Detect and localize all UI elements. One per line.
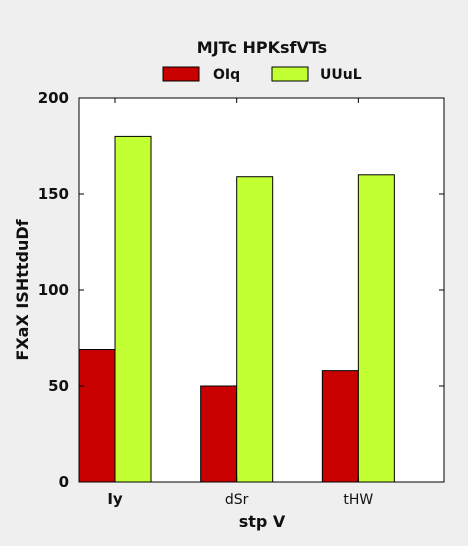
x-tick-label: dSr	[225, 492, 249, 508]
x-axis-title: stp V	[239, 512, 286, 531]
y-tick-label: 150	[38, 185, 69, 203]
bar-1-dSr	[201, 386, 237, 482]
legend-swatch-series-2	[272, 67, 308, 81]
legend-title: MJTc HPKsfVTs	[197, 38, 327, 57]
legend-label-series-1: OIq	[213, 67, 240, 83]
bar-2-dSr	[237, 177, 273, 482]
y-tick-label: 50	[48, 377, 69, 395]
y-axis-title: FXaX ISHttduDf	[13, 218, 32, 360]
y-tick-label: 100	[38, 281, 69, 299]
bar-2-tHW	[358, 175, 394, 482]
x-tick-label: Iy	[107, 490, 123, 508]
legend-swatch-series-1	[163, 67, 199, 81]
legend-label-series-2: UUuL	[320, 67, 362, 83]
bar-2-Iy	[115, 136, 151, 482]
bar-1-Iy	[79, 350, 115, 482]
y-tick-label: 0	[59, 473, 69, 491]
bar-1-tHW	[322, 371, 358, 482]
legend: MJTc HPKsfVTs OIq UUuL	[163, 38, 362, 83]
y-tick-label: 200	[38, 89, 69, 107]
x-tick-label: tHW	[343, 492, 373, 508]
